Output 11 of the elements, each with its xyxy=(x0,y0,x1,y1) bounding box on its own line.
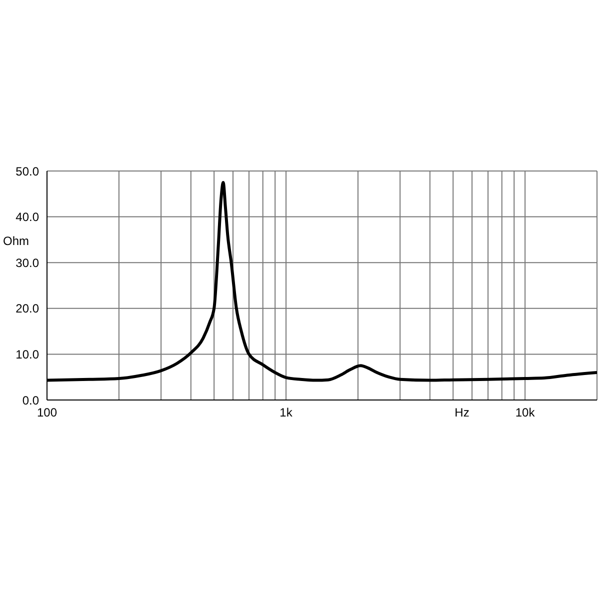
y-tick-label: 10.0 xyxy=(16,347,40,362)
x-axis-title: Hz xyxy=(454,406,470,420)
y-tick-label: 40.0 xyxy=(16,210,40,224)
x-tick-label: 100 xyxy=(36,406,58,420)
x-tick-label: 1k xyxy=(280,406,294,420)
y-axis-title: Ohm xyxy=(3,234,30,248)
y-tick-label: 20.0 xyxy=(16,302,40,316)
x-tick-label: 10k xyxy=(515,406,536,420)
y-tick-label: 0.0 xyxy=(22,393,40,408)
y-tick-label: 30.0 xyxy=(16,256,40,270)
y-tick-label: 50.0 xyxy=(16,164,40,178)
